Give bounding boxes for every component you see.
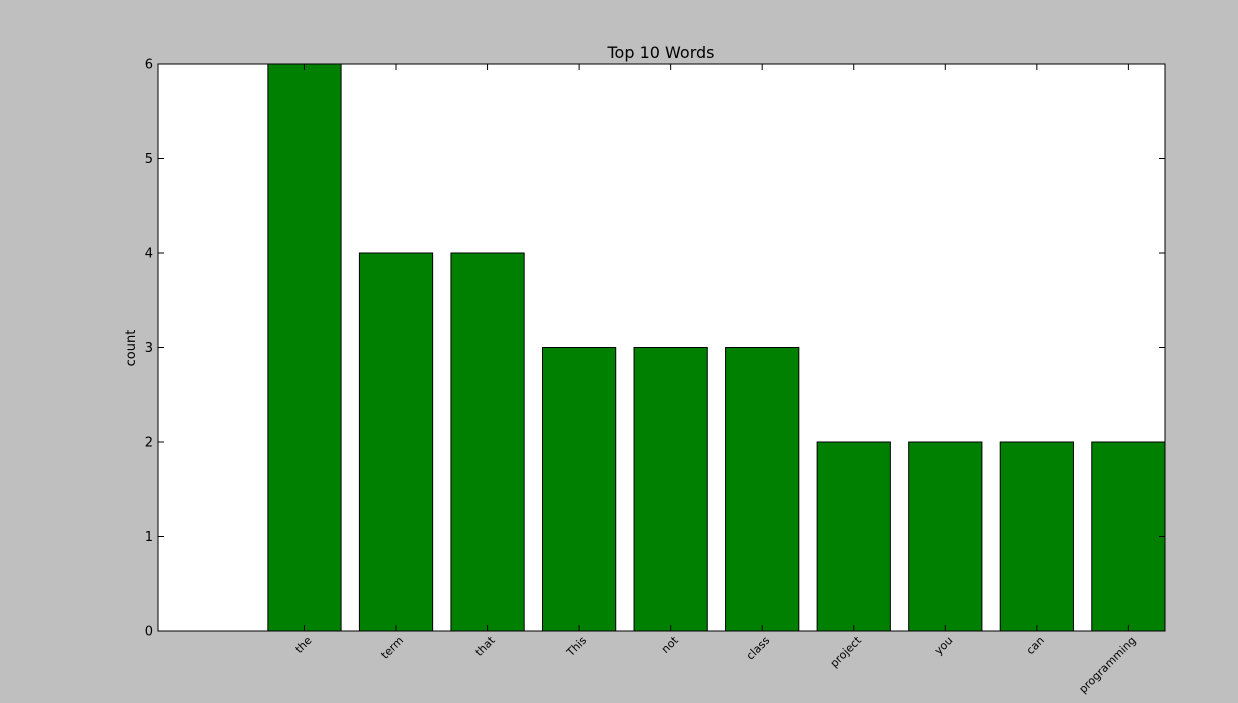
y-tick-label: 4 — [145, 247, 153, 262]
bar-the — [267, 63, 342, 632]
bars-group — [267, 63, 1166, 632]
x-tick-label-that: that — [473, 633, 498, 658]
bar-class — [725, 347, 800, 632]
bar-project — [816, 441, 891, 632]
y-tick-label: 0 — [145, 625, 153, 640]
x-tick-label-you: you — [932, 634, 955, 657]
bar-that — [450, 252, 525, 632]
bar-this — [541, 347, 617, 632]
x-tick-label-project: project — [828, 633, 865, 670]
x-tick-label-not: not — [659, 633, 681, 655]
y-tick-label: 2 — [145, 436, 153, 451]
bar-you — [908, 441, 983, 632]
bar-can — [999, 441, 1074, 632]
y-tick-label: 5 — [145, 152, 153, 167]
x-tick-label-the: the — [293, 634, 315, 656]
bar-not — [633, 347, 708, 632]
y-tick-label: 1 — [145, 530, 153, 545]
chart-title: Top 10 Words — [607, 43, 715, 62]
y-axis-label: count — [124, 330, 139, 367]
plot-frame — [157, 63, 1166, 632]
y-tick-label: 3 — [145, 341, 153, 356]
x-tick-label-this: This — [563, 634, 589, 660]
bar-programming — [1091, 441, 1166, 632]
x-tick-label-can: can — [1024, 634, 1047, 657]
x-tick-label-term: term — [378, 634, 406, 662]
y-tick-label: 6 — [145, 58, 153, 73]
x-tick-label-class: class — [744, 634, 773, 663]
x-tick-label-programming: programming — [1076, 634, 1138, 696]
bar-term — [358, 252, 434, 632]
